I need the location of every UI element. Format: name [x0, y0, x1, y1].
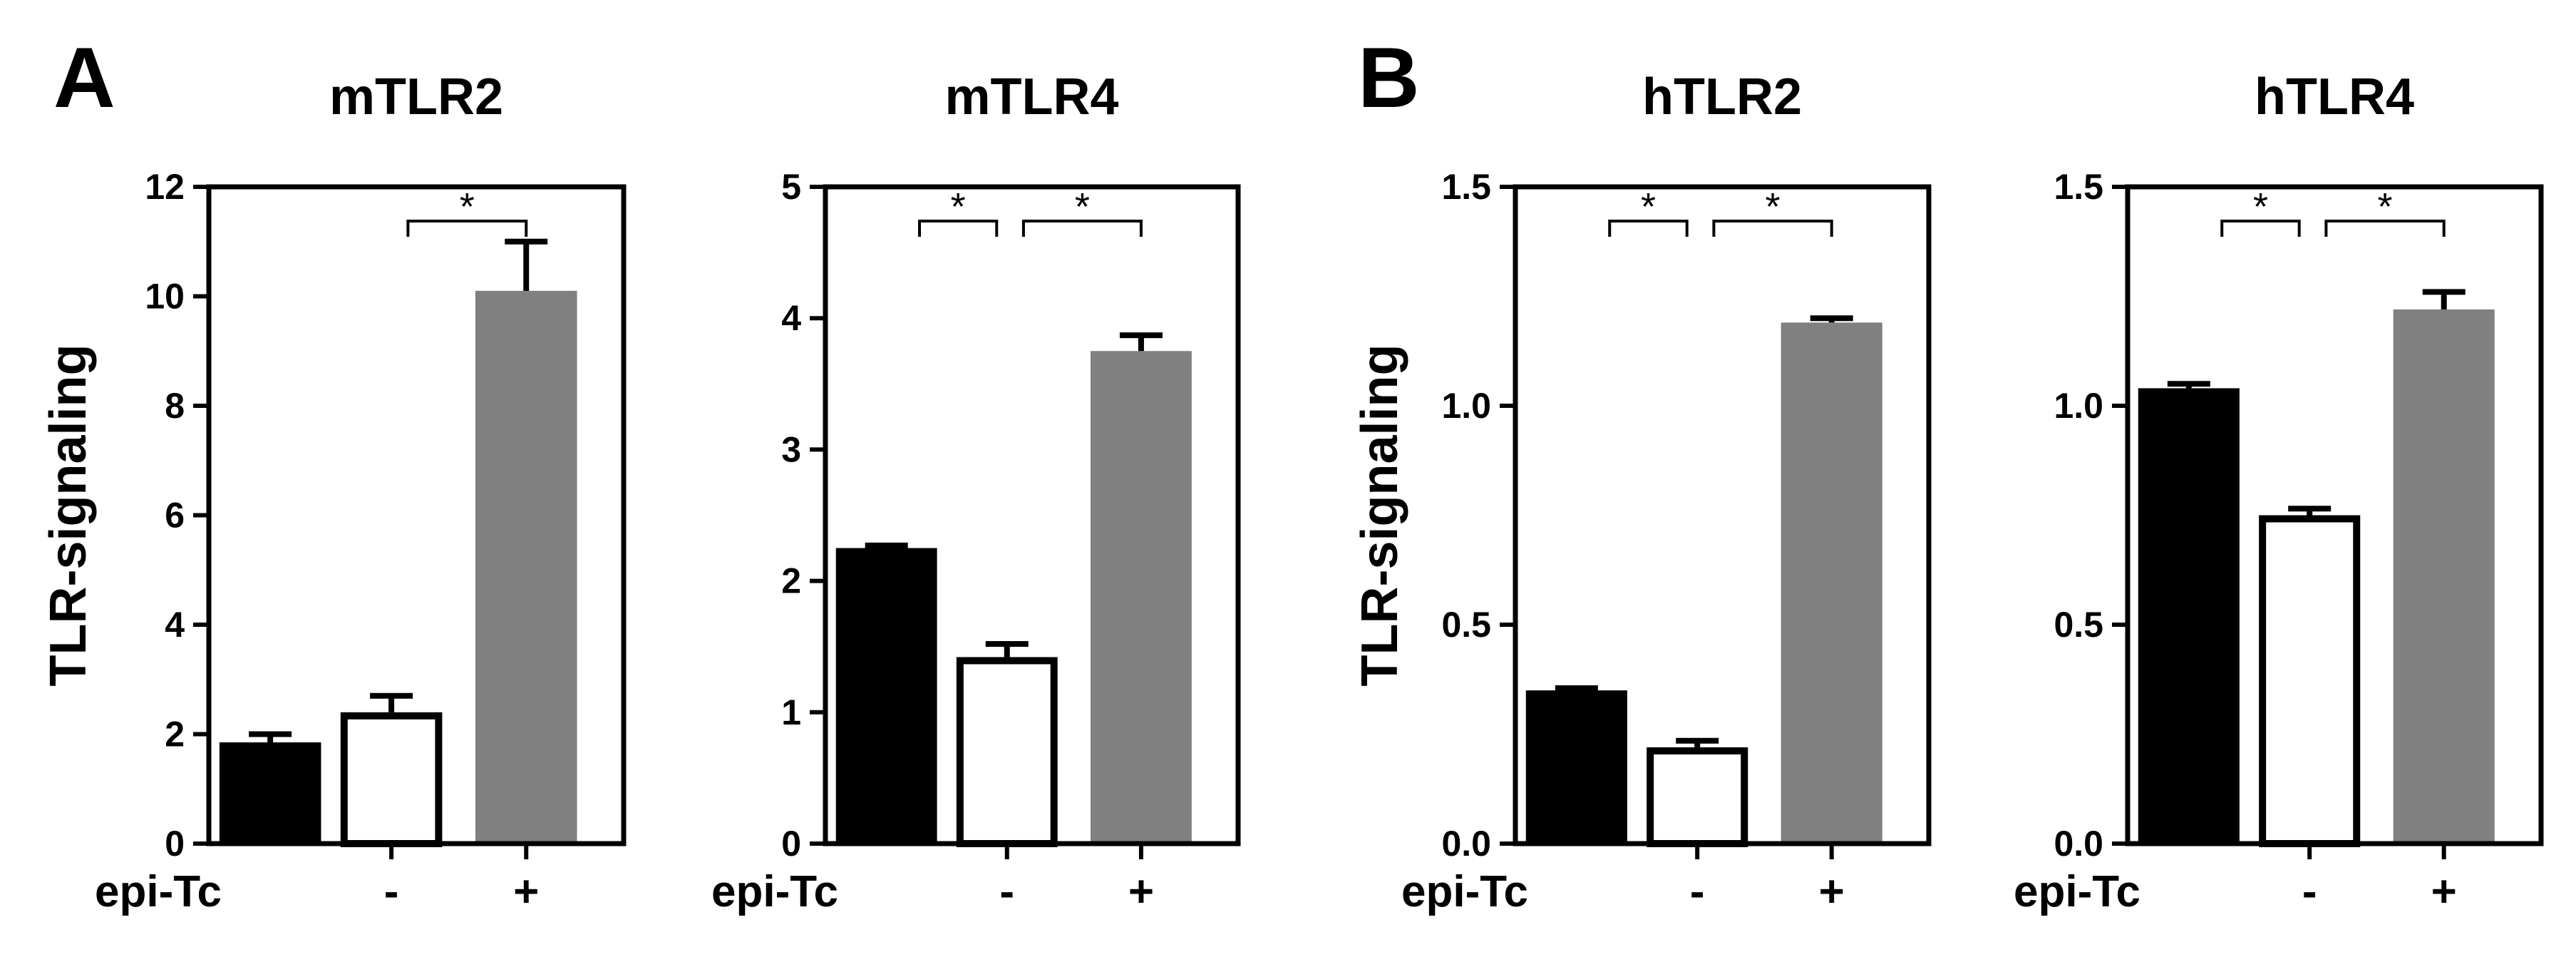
significance-star: *: [2253, 185, 2268, 228]
chart-title: mTLR2: [329, 68, 503, 126]
x-category-label: -: [384, 867, 399, 916]
significance-star: *: [1766, 185, 1781, 228]
bar: [2393, 309, 2495, 844]
y-tick-label: 5: [781, 167, 801, 207]
x-category-label: -: [2302, 867, 2317, 916]
y-tick-label: 3: [781, 429, 801, 469]
chart-title: mTLR4: [944, 68, 1118, 126]
x-category-label: epi-Tc: [711, 867, 838, 916]
x-category-label: epi-Tc: [95, 867, 222, 916]
y-tick-label: 0.0: [1441, 824, 1491, 864]
x-category-label: +: [2431, 867, 2457, 916]
chart-htlr2: hTLR2 TLR-signaling 0.0 0.5 1.0 1.5 epi-Tc - + * *: [1351, 68, 1932, 916]
y-axis-label: TLR-signaling: [40, 344, 97, 687]
chart-mtlr2: mTLR2 TLR-signaling 0 2 4 6 8 10 12 epi-Tc - + *: [40, 68, 627, 916]
chart-title: hTLR2: [1642, 68, 1802, 126]
significance-bracket: [1712, 220, 1833, 237]
axes-frame: [823, 184, 1241, 846]
x-category-label: -: [1690, 867, 1705, 916]
chart-htlr4: hTLR4 0.0 0.5 1.0 1.5 epi-Tc - + * *: [2014, 68, 2544, 916]
y-tick-label: 10: [145, 277, 185, 317]
chart-mtlr4: mTLR4 0 1 2 3 4 5 epi-Tc - + * *: [711, 68, 1241, 916]
bar: [219, 742, 321, 844]
significance-star: *: [2378, 185, 2393, 228]
y-tick-label: 12: [145, 167, 185, 207]
x-category-label: +: [513, 867, 539, 916]
significance-bracket: [2324, 220, 2446, 237]
y-tick-label: 6: [165, 496, 185, 536]
y-tick-label: 1.0: [1441, 386, 1491, 426]
x-category-label: epi-Tc: [1401, 867, 1528, 916]
significance-bracket: [2220, 220, 2301, 237]
y-tick-label: 2: [781, 561, 801, 601]
y-tick-label: 1.0: [2054, 386, 2103, 426]
y-tick-label: 0: [781, 824, 801, 864]
significance-bracket: [918, 220, 999, 237]
y-tick-label: 2: [165, 715, 185, 754]
panel-letter-b: B: [1358, 30, 1420, 126]
bar: [1647, 747, 1748, 848]
bar: [956, 657, 1058, 847]
bar: [835, 548, 937, 844]
x-category-label: -: [999, 867, 1014, 916]
y-tick-label: 1: [781, 692, 801, 732]
significance-star: *: [460, 185, 475, 228]
significance-star: *: [1075, 185, 1090, 228]
significance-star: *: [1641, 185, 1656, 228]
y-tick-label: 0.0: [2054, 824, 2103, 864]
significance-bracket: [406, 220, 528, 237]
axes-frame: [2125, 184, 2544, 846]
y-tick-label: 8: [165, 386, 185, 426]
bar: [475, 290, 577, 844]
significance-star: *: [951, 185, 966, 228]
bar: [1525, 690, 1627, 844]
x-category-label: +: [1128, 867, 1154, 916]
y-tick-label: 4: [165, 605, 185, 645]
x-category-label: epi-Tc: [2014, 867, 2140, 916]
bar: [340, 712, 443, 847]
axes-frame: [1513, 184, 1932, 846]
panel-letter-a: A: [53, 30, 115, 126]
y-tick-label: 1.5: [1441, 167, 1491, 207]
significance-bracket: [1021, 220, 1143, 237]
y-tick-label: 0.5: [2054, 605, 2103, 645]
bar: [2259, 515, 2361, 847]
y-tick-label: 0.5: [1441, 605, 1491, 645]
y-tick-label: 1.5: [2054, 167, 2103, 207]
x-category-label: +: [1819, 867, 1845, 916]
significance-bracket: [1608, 220, 1689, 237]
y-tick-label: 0: [165, 824, 185, 864]
bar: [1781, 322, 1882, 844]
y-axis-label: TLR-signaling: [1351, 344, 1408, 687]
bar: [2138, 388, 2240, 844]
chart-title: hTLR4: [2255, 68, 2414, 126]
y-tick-label: 4: [781, 298, 801, 338]
bar: [1091, 351, 1192, 844]
